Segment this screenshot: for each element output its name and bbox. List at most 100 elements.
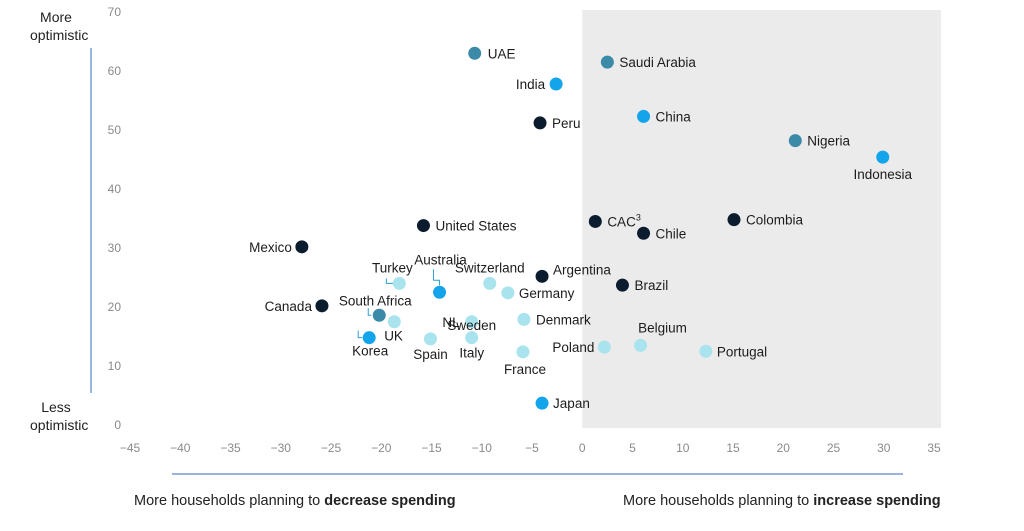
label-cac: CAC3: [607, 212, 641, 229]
label-text: Belgium: [638, 320, 687, 335]
x-left-label-prefix: More households planning to: [134, 493, 325, 509]
point-portugal: [699, 344, 713, 358]
label-text: Saudi Arabia: [619, 55, 696, 70]
point-mexico: [295, 240, 309, 254]
label-argentina: Argentina: [553, 262, 611, 277]
label-text: Japan: [553, 396, 590, 411]
y-bottom-label-line2: optimistic: [30, 417, 89, 433]
label-text: CAC: [607, 214, 636, 229]
label-text: Germany: [519, 286, 575, 301]
label-brazil: Brazil: [634, 278, 668, 293]
leader-line-korea: [357, 330, 363, 339]
x-tick-label: −5: [525, 441, 539, 455]
leader-line-australia: [433, 269, 441, 286]
point-nigeria: [788, 134, 802, 148]
y-tick-label: 0: [114, 418, 121, 432]
data-labels: UAE Saudi Arabia India China Peru Nigeria Indo…: [249, 46, 912, 411]
label-text: Sweden: [447, 318, 496, 333]
point-saudi-arabia: [600, 55, 614, 69]
point-japan: [535, 396, 549, 410]
label-peru: Peru: [552, 116, 581, 131]
leader-line-turkey: [385, 278, 395, 284]
point-poland: [597, 340, 611, 354]
label-text: Canada: [265, 299, 313, 314]
x-tick-label: 0: [579, 441, 586, 455]
label-superscript: 3: [636, 212, 641, 222]
x-axis-right-label: More households planning to increase spe…: [623, 493, 941, 509]
x-tick-label: −35: [220, 441, 241, 455]
point-italy: [465, 331, 479, 345]
y-tick-label: 20: [108, 300, 122, 314]
point-brazil: [615, 278, 629, 292]
label-canada: Canada: [265, 299, 313, 314]
point-turkey: [392, 276, 406, 290]
label-denmark: Denmark: [536, 312, 591, 327]
x-tick-label: −15: [421, 441, 442, 455]
label-poland: Poland: [552, 340, 594, 355]
label-china: China: [656, 109, 692, 124]
y-tick-label: 10: [108, 359, 122, 373]
label-italy: Italy: [459, 346, 484, 361]
label-text: South Africa: [339, 293, 412, 308]
data-points: [295, 46, 890, 410]
label-nl: NL: [442, 315, 460, 330]
point-united-states: [416, 219, 430, 233]
y-tick-label: 30: [108, 241, 122, 255]
point-belgium: [634, 338, 648, 352]
point-uk: [362, 331, 376, 345]
label-text: UAE: [488, 46, 516, 61]
y-axis-top-label: More optimistic: [30, 8, 88, 44]
point-peru: [533, 116, 547, 130]
label-belgium: Belgium: [638, 320, 687, 335]
label-text: India: [516, 77, 546, 92]
point-cac: [588, 214, 602, 228]
x-left-label-bold: decrease spending: [324, 493, 456, 509]
point-chile: [637, 226, 651, 240]
label-colombia: Colombia: [746, 213, 804, 228]
point-colombia: [727, 213, 741, 227]
label-korea: Korea: [352, 344, 389, 359]
y-tick-label: 40: [108, 182, 122, 196]
x-axis-left-label: More households planning to decrease spe…: [134, 493, 456, 509]
x-tick-label: −30: [271, 441, 292, 455]
label-spain: Spain: [413, 347, 448, 362]
x-tick-label: 15: [726, 441, 740, 455]
label-japan: Japan: [553, 396, 590, 411]
x-tick-label: 35: [927, 441, 941, 455]
leader-line-south-africa: [367, 308, 372, 316]
label-text: Denmark: [536, 312, 591, 327]
label-uae: UAE: [488, 46, 516, 61]
y-tick-label: 70: [108, 5, 122, 19]
label-portugal: Portugal: [717, 344, 767, 359]
x-tick-label: 25: [827, 441, 841, 455]
point-south-africa: [372, 308, 386, 322]
x-tick-labels: −45 −40 −35 −30 −25 −20 −15 −10 −5 0 5 10 15 20 25 30 35: [120, 441, 941, 455]
label-text: Mexico: [249, 240, 292, 255]
label-indonesia: Indonesia: [853, 167, 912, 182]
label-text: NL: [442, 315, 460, 330]
label-switzerland: Switzerland: [455, 260, 525, 275]
x-tick-label: 10: [676, 441, 690, 455]
x-right-label-bold: increase spending: [813, 493, 941, 509]
y-tick-label: 60: [108, 64, 122, 78]
label-turkey: Turkey: [372, 260, 413, 275]
point-argentina: [535, 269, 549, 283]
y-tick-labels: 0 10 20 30 40 50 60 70: [108, 5, 122, 432]
x-tick-label: −40: [170, 441, 191, 455]
label-text: Turkey: [372, 260, 413, 275]
label-india: India: [516, 77, 546, 92]
label-text: Spain: [413, 347, 448, 362]
point-canada: [315, 299, 329, 313]
increase-spending-shaded-region: [582, 10, 941, 428]
x-right-label-prefix: More households planning to: [623, 493, 814, 509]
label-text: Nigeria: [807, 134, 850, 149]
label-text: Poland: [552, 340, 594, 355]
label-text: Colombia: [746, 213, 804, 228]
label-text: United States: [435, 219, 516, 234]
point-australia: [433, 285, 447, 299]
point-switzerland: [483, 276, 497, 290]
point-denmark: [517, 312, 531, 326]
point-uae: [468, 46, 482, 60]
